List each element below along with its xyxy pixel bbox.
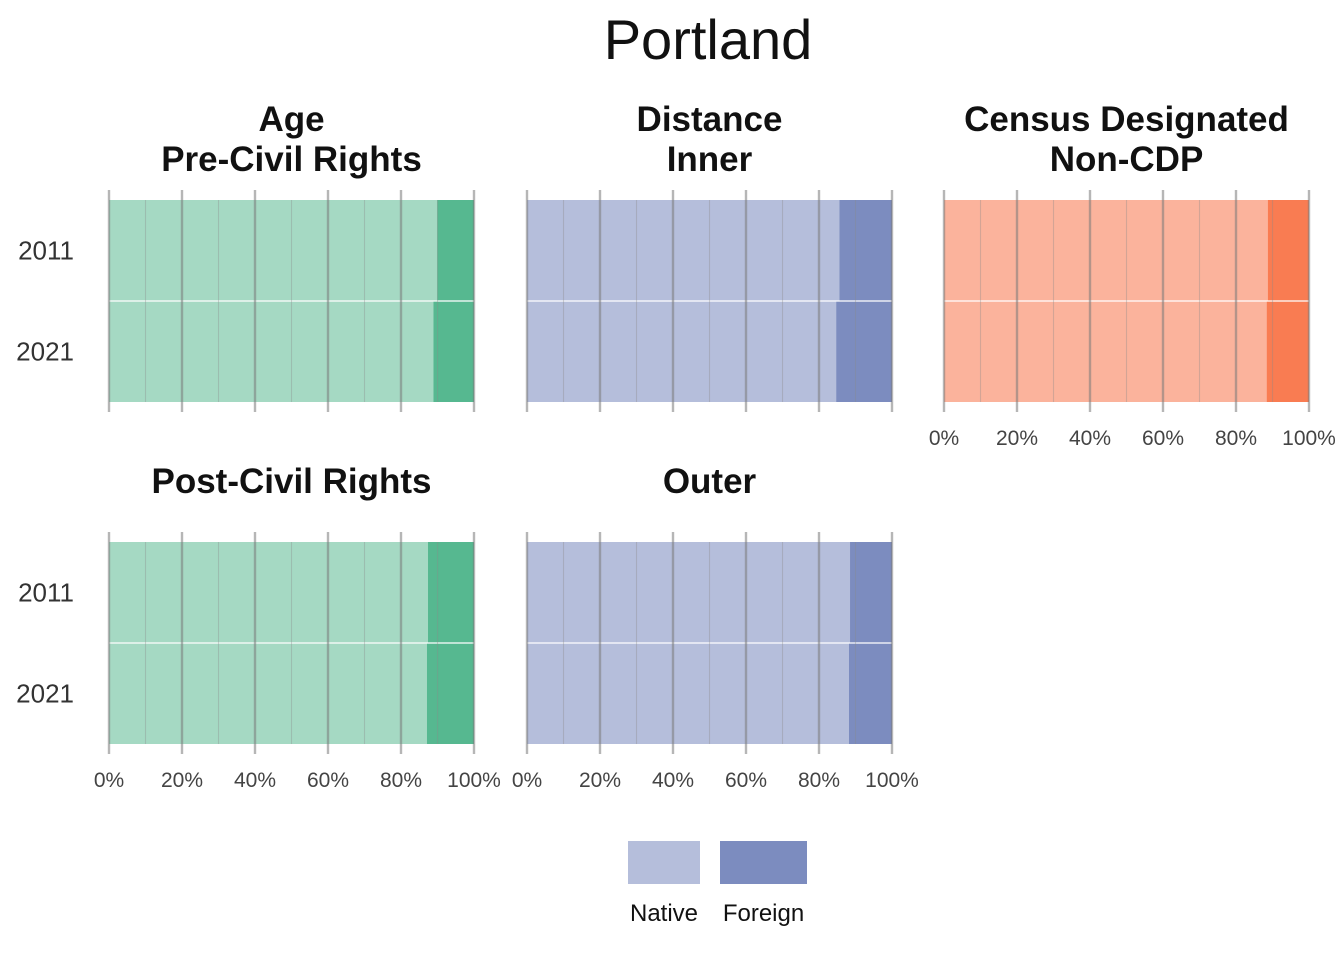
x-tick-label: 60% xyxy=(307,769,349,792)
x-tick-label: 0% xyxy=(929,427,959,450)
bar-native xyxy=(944,200,1268,301)
bar-native xyxy=(109,301,434,402)
x-tick-label: 60% xyxy=(725,769,767,792)
x-tick-label: 60% xyxy=(1142,427,1184,450)
facet-group-title: Age xyxy=(258,100,324,139)
bar-foreign xyxy=(433,301,474,402)
facet-subgroup-title: Inner xyxy=(667,140,753,179)
x-tick-label: 100% xyxy=(1282,427,1336,450)
facet-subgroup-title: Outer xyxy=(663,462,757,501)
bar-foreign xyxy=(1267,200,1309,301)
facet-subgroup-title: Non-CDP xyxy=(1050,140,1204,179)
x-tick-label: 80% xyxy=(380,769,422,792)
x-tick-label: 0% xyxy=(512,769,542,792)
bar-foreign xyxy=(839,200,892,301)
y-tick-label: 2011 xyxy=(18,236,74,266)
x-tick-label: 100% xyxy=(447,769,501,792)
bar-native xyxy=(109,542,429,643)
bar-native xyxy=(527,643,849,744)
y-tick-label: 2021 xyxy=(16,337,74,367)
bar-native xyxy=(527,301,837,402)
x-tick-label: 40% xyxy=(652,769,694,792)
x-tick-label: 20% xyxy=(161,769,203,792)
bar-native xyxy=(109,200,438,301)
x-tick-label: 40% xyxy=(234,769,276,792)
facet-subgroup-title: Post-Civil Rights xyxy=(151,462,431,501)
x-tick-label: 80% xyxy=(1215,427,1257,450)
bar-foreign xyxy=(428,542,474,643)
bar-foreign xyxy=(848,643,892,744)
legend-key-foreign xyxy=(720,841,807,884)
legend-label-native: Native xyxy=(630,900,698,927)
legend-key-native xyxy=(628,841,700,884)
x-tick-label: 0% xyxy=(94,769,124,792)
bar-native xyxy=(527,542,851,643)
bar-native xyxy=(944,301,1267,402)
x-tick-label: 40% xyxy=(1069,427,1111,450)
x-tick-label: 100% xyxy=(865,769,919,792)
bar-foreign xyxy=(850,542,892,643)
bar-native xyxy=(527,200,840,301)
bar-native xyxy=(109,643,427,744)
facet-subgroup-title: Pre-Civil Rights xyxy=(161,140,422,179)
bar-foreign xyxy=(426,643,474,744)
bar-foreign xyxy=(437,200,474,301)
x-tick-label: 20% xyxy=(996,427,1038,450)
bar-foreign xyxy=(836,301,892,402)
legend: Native Foreign xyxy=(628,841,807,927)
x-tick-label: 80% xyxy=(798,769,840,792)
facet-group-title: Distance xyxy=(637,100,783,139)
y-tick-label: 2021 xyxy=(16,679,74,709)
facet-group-title: Census Designated xyxy=(964,100,1289,139)
x-tick-label: 20% xyxy=(579,769,621,792)
y-tick-label: 2011 xyxy=(18,578,74,608)
bar-foreign xyxy=(1266,301,1309,402)
legend-label-foreign: Foreign xyxy=(723,900,804,927)
chart-title: Portland xyxy=(604,8,813,71)
